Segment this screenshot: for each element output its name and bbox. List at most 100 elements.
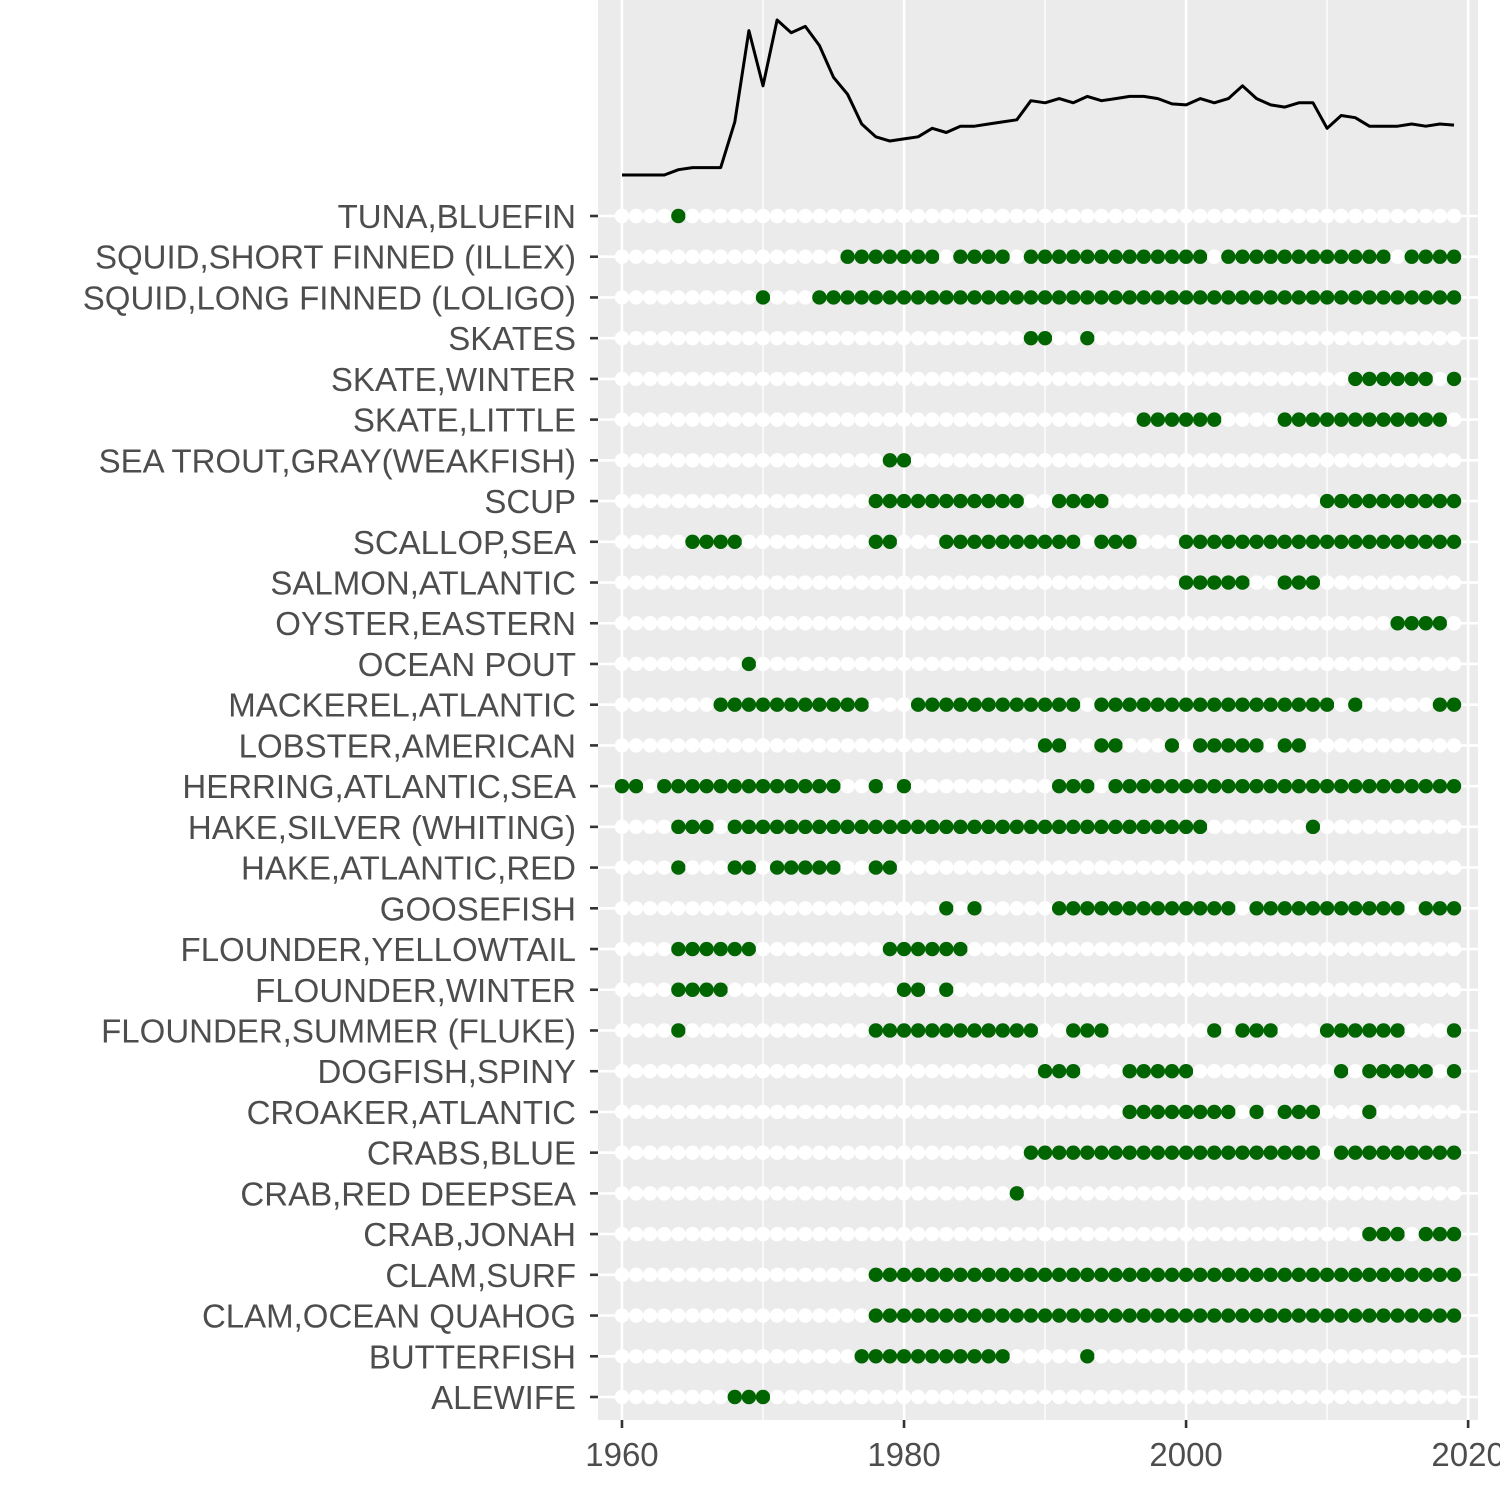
absence-dot [1221, 412, 1236, 427]
absence-dot [896, 412, 912, 427]
absence-dot [967, 1226, 982, 1242]
presence-dot [981, 697, 996, 712]
presence-dot [671, 982, 686, 997]
absence-dot [1207, 819, 1222, 835]
absence-dot [1207, 453, 1222, 468]
absence-dot [755, 1145, 771, 1160]
presence-dot [1094, 738, 1109, 753]
presence-dot [1037, 697, 1053, 712]
presence-dot [1207, 738, 1222, 753]
absence-dot [1235, 493, 1250, 509]
absence-dot [642, 616, 658, 631]
presence-dot [1136, 1064, 1151, 1079]
absence-dot [1362, 941, 1377, 957]
absence-dot [1037, 1104, 1053, 1120]
absence-dot [628, 1308, 644, 1323]
absence-dot [812, 1145, 827, 1160]
absence-dot [1009, 1104, 1025, 1120]
absence-dot [1094, 1226, 1109, 1242]
absence-dot [868, 1226, 884, 1242]
presence-dot [1037, 1064, 1053, 1079]
absence-dot [1150, 371, 1166, 387]
absence-dot [671, 371, 686, 387]
absence-dot [854, 575, 869, 590]
absence-dot [1404, 901, 1419, 916]
presence-dot [1348, 1145, 1363, 1160]
absence-dot [1164, 982, 1180, 997]
absence-dot [784, 453, 799, 468]
presence-dot [967, 249, 982, 264]
absence-dot [1277, 1023, 1292, 1038]
y-tick-label: SCALLOP,SEA [353, 524, 576, 561]
presence-dot [925, 941, 940, 957]
presence-dot [1009, 819, 1025, 835]
presence-dot [1051, 738, 1067, 753]
absence-dot [699, 1145, 714, 1160]
presence-dot [1108, 819, 1123, 835]
absence-dot [896, 1226, 912, 1242]
absence-dot [1094, 330, 1109, 346]
absence-dot [671, 1308, 686, 1323]
presence-dot [1334, 1064, 1349, 1079]
absence-dot [953, 1186, 968, 1201]
presence-dot [1249, 1267, 1264, 1283]
absence-dot [981, 575, 996, 590]
presence-dot [1348, 697, 1363, 712]
presence-dot [1094, 901, 1109, 916]
absence-dot [727, 290, 742, 305]
absence-dot [854, 941, 869, 957]
absence-dot [642, 819, 658, 835]
absence-dot [1235, 412, 1250, 427]
absence-dot [1277, 616, 1292, 631]
y-tick-label: HAKE,SILVER (WHITING) [188, 809, 576, 846]
absence-dot [727, 616, 742, 631]
presence-dot [1150, 1104, 1166, 1120]
absence-dot [755, 1226, 771, 1242]
absence-dot [1418, 941, 1434, 957]
presence-dot [1418, 534, 1434, 549]
absence-dot [910, 901, 926, 916]
presence-dot [727, 941, 742, 957]
absence-dot [1009, 778, 1025, 794]
absence-dot [812, 1064, 827, 1079]
absence-dot [1023, 738, 1039, 753]
absence-dot [713, 290, 728, 305]
absence-dot [1263, 208, 1278, 224]
absence-dot [769, 1145, 785, 1160]
presence-dot [1051, 1267, 1067, 1283]
absence-dot [1249, 575, 1264, 590]
absence-dot [1066, 575, 1081, 590]
absence-dot [769, 1349, 785, 1364]
presence-dot [1362, 249, 1377, 264]
y-tick-label: SKATE,WINTER [331, 361, 576, 398]
presence-dot [925, 819, 940, 835]
absence-dot [1235, 1349, 1250, 1364]
absence-dot [840, 208, 855, 224]
y-tick-label: SALMON,ATLANTIC [270, 565, 576, 602]
presence-dot [1122, 1064, 1137, 1079]
x-tick-label: 1960 [585, 1436, 658, 1473]
absence-dot [1249, 656, 1264, 672]
absence-dot [1023, 1186, 1039, 1201]
absence-dot [854, 1145, 869, 1160]
absence-dot [1277, 1064, 1292, 1079]
absence-dot [953, 778, 968, 794]
absence-dot [882, 656, 898, 672]
absence-dot [1390, 697, 1405, 712]
absence-dot [628, 412, 644, 427]
absence-dot [685, 249, 700, 264]
absence-dot [1037, 1389, 1053, 1405]
absence-dot [1390, 982, 1405, 997]
presence-dot [671, 941, 686, 957]
presence-dot [967, 901, 982, 916]
presence-dot [1348, 1308, 1363, 1323]
presence-dot [1037, 1308, 1053, 1323]
presence-dot [896, 290, 912, 305]
presence-dot [1051, 697, 1067, 712]
absence-dot [1362, 208, 1377, 224]
presence-dot [1009, 493, 1025, 509]
absence-dot [769, 982, 785, 997]
absence-dot [1263, 982, 1278, 997]
absence-dot [685, 1389, 700, 1405]
absence-dot [1277, 1389, 1292, 1405]
